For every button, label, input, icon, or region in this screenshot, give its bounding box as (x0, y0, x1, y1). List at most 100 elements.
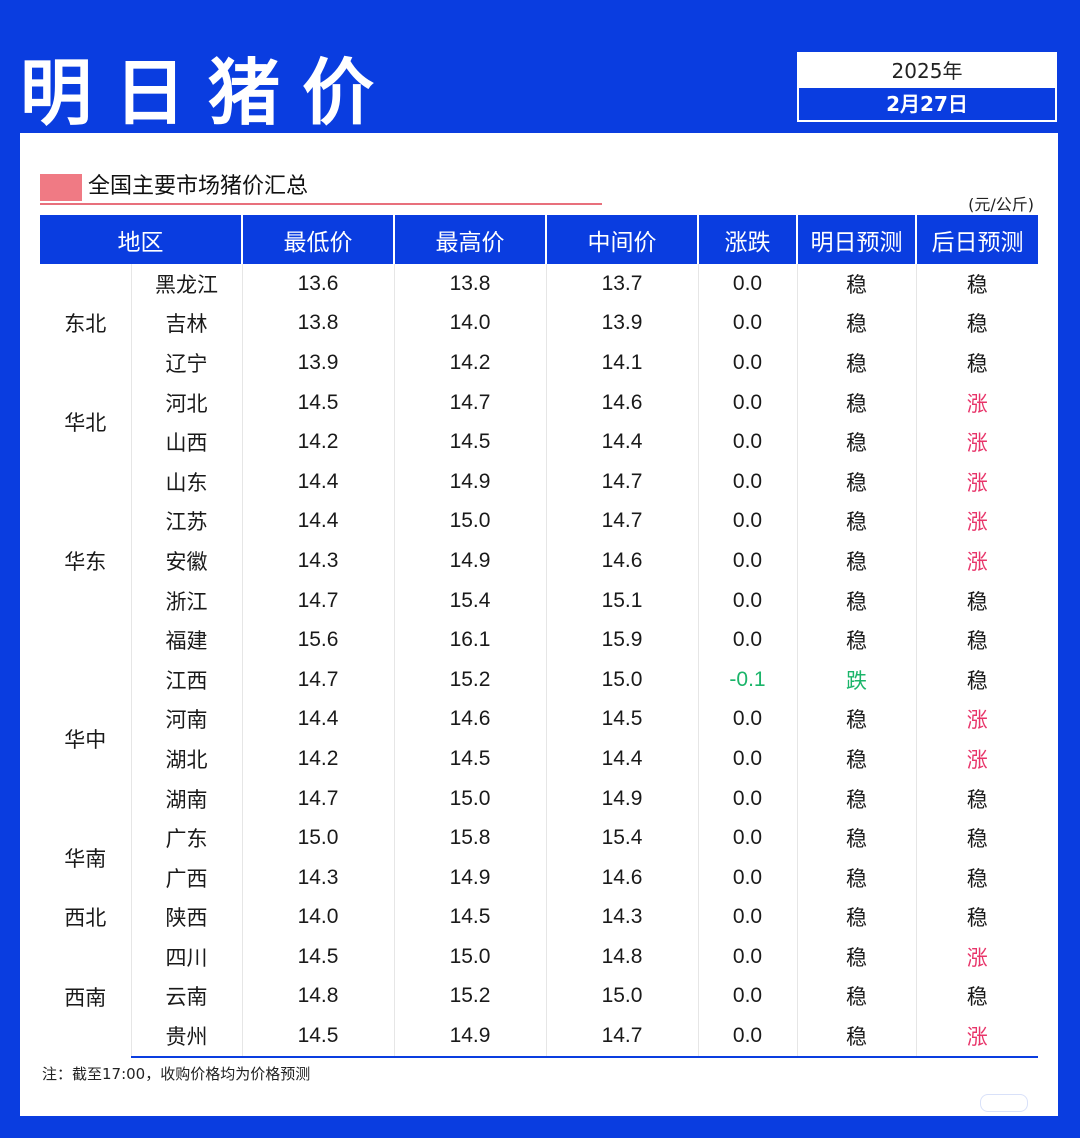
mid-price-cell: 14.7 (546, 1016, 699, 1058)
mid-price-cell: 14.5 (546, 699, 699, 740)
region-cell: 华东 (40, 461, 132, 660)
after-forecast-cell: 稳 (966, 866, 988, 891)
change-cell: 0.0 (698, 937, 798, 977)
change-cell: 0.0 (698, 699, 798, 740)
low-price-cell: 14.2 (242, 422, 395, 462)
province-cell: 陕西 (131, 897, 243, 938)
province-cell: 江苏 (131, 501, 243, 542)
after-forecast-cell: 涨 (966, 549, 988, 574)
change-cell: 0.0 (698, 620, 798, 660)
table-row: 华中 江西 14.7 15.2 15.0 -0.1 跌稳 (40, 659, 1038, 819)
after-forecast-cell: 稳 (966, 668, 988, 693)
high-price-cell: 14.7 (394, 382, 547, 423)
high-price-cell: 15.0 (394, 937, 547, 977)
high-price-cell: 16.1 (394, 620, 547, 660)
date-day: 2月27日 (799, 88, 1055, 120)
region-cell: 西南 (40, 937, 132, 1057)
low-price-cell: 14.3 (242, 541, 395, 581)
mid-price-cell: 15.4 (546, 818, 699, 858)
high-price-cell: 14.9 (394, 461, 547, 502)
region-cell: 华北 (40, 382, 132, 462)
tomorrow-forecast-cell: 稳 (797, 382, 917, 423)
low-price-cell: 14.5 (242, 937, 395, 977)
tomorrow-forecast-cell: 稳 (797, 818, 917, 858)
tomorrow-forecast-cell: 稳 (797, 620, 917, 660)
change-cell: 0.0 (698, 422, 798, 462)
high-price-cell: 13.8 (394, 264, 547, 304)
low-price-cell: 14.8 (242, 976, 395, 1017)
low-price-cell: 13.8 (242, 303, 395, 344)
footnote: 注：截至17:00，收购价格均为价格预测 (42, 1065, 311, 1083)
after-forecast-cell: 稳 (966, 312, 988, 337)
after-forecast-cell: 涨 (966, 391, 988, 416)
low-price-cell: 14.7 (242, 580, 395, 621)
mid-price-cell: 13.9 (546, 303, 699, 344)
change-cell: 0.0 (698, 501, 798, 542)
tomorrow-forecast-cell: 跌 (797, 659, 917, 700)
low-price-cell: 15.0 (242, 818, 395, 858)
after-forecast-cell: 涨 (916, 1016, 1038, 1058)
low-price-cell: 14.3 (242, 857, 395, 898)
table-row: 云南 14.8 15.2 15.0 0.0 稳稳 (40, 976, 1038, 1017)
tomorrow-forecast-cell: 稳 (797, 739, 917, 779)
date-year: 2025年 (799, 54, 1055, 88)
mid-price-cell: 14.7 (546, 461, 699, 502)
mid-price-cell: 14.6 (546, 541, 699, 581)
mid-price-cell: 15.0 (546, 976, 699, 1017)
province-cell: 湖北 (131, 739, 243, 779)
mid-price-cell: 14.7 (546, 501, 699, 542)
change-cell: 0.0 (698, 303, 798, 344)
after-forecast-cell: 稳 (966, 985, 988, 1010)
section-underline (40, 203, 602, 205)
low-price-cell: 14.2 (242, 739, 395, 779)
province-cell: 安徽 (131, 541, 243, 581)
after-forecast-cell: 稳 (966, 589, 988, 614)
tomorrow-forecast-cell: 稳 (797, 937, 917, 977)
high-price-cell: 15.0 (394, 501, 547, 542)
table-row: 辽宁 13.9 14.2 14.1 0.0 稳稳 (40, 343, 1038, 383)
high-price-cell: 14.2 (394, 343, 547, 383)
table-row: 福建 15.6 16.1 15.9 0.0 稳稳 (40, 620, 1038, 660)
tomorrow-forecast-cell: 稳 (797, 422, 917, 462)
low-price-cell: 15.6 (242, 620, 395, 660)
tomorrow-forecast-cell: 稳 (797, 264, 917, 304)
low-price-cell: 14.4 (242, 501, 395, 542)
province-cell: 河南 (131, 699, 243, 740)
low-price-cell: 13.9 (242, 343, 395, 383)
low-price-cell: 14.4 (242, 699, 395, 740)
high-price-cell: 14.5 (394, 897, 547, 938)
high-price-cell: 15.2 (394, 976, 547, 1017)
province-cell: 河北 (131, 382, 243, 423)
mid-price-cell: 14.6 (546, 857, 699, 898)
high-price-cell: 14.5 (394, 739, 547, 779)
mid-price-cell: 14.4 (546, 422, 699, 462)
unit-label: (元/公斤) (968, 195, 1034, 214)
table-row: 吉林 13.8 14.0 13.9 0.0 稳稳 (40, 303, 1038, 344)
province-cell: 山东 (131, 461, 243, 502)
change-cell: 0.0 (698, 976, 798, 1017)
change-cell: 0.0 (698, 264, 798, 304)
region-cell: 东北 (40, 264, 132, 383)
province-cell: 江西 (131, 659, 243, 700)
header-change: 涨跌 (698, 215, 798, 264)
mid-price-cell: 14.6 (546, 382, 699, 423)
header-tomorrow: 明日预测 (797, 215, 917, 264)
region-cell: 华南 (40, 818, 132, 898)
change-cell: 0.0 (698, 857, 798, 898)
province-cell: 浙江 (131, 580, 243, 621)
header-region: 地区 (40, 215, 243, 264)
table-row: 江苏 14.4 15.0 14.7 0.0 稳 涨 (40, 501, 1038, 542)
mid-price-cell: 14.1 (546, 343, 699, 383)
table-row: 华北 河北 14.5 14.7 14.6 0.0 稳涨 (40, 382, 1038, 462)
change-cell: 0.0 (698, 541, 798, 581)
tomorrow-forecast-cell: 稳 (797, 897, 917, 938)
tomorrow-forecast-cell: 稳 (797, 501, 917, 542)
table-row: 东北 黑龙江 13.6 13.8 13.7 0.0 稳稳 (40, 264, 1038, 383)
table-row: 广西 14.3 14.9 14.6 0.0 稳稳 (40, 857, 1038, 898)
table-row: 西南 四川 14.5 15.0 14.8 0.0 稳涨 (40, 937, 1038, 1057)
change-cell: 0.0 (698, 343, 798, 383)
after-forecast-cell: 稳 (966, 787, 988, 812)
page-title: 明日猪价 (20, 51, 397, 135)
province-cell: 四川 (131, 937, 243, 977)
date-box: 2025年 2月27日 (797, 52, 1057, 122)
